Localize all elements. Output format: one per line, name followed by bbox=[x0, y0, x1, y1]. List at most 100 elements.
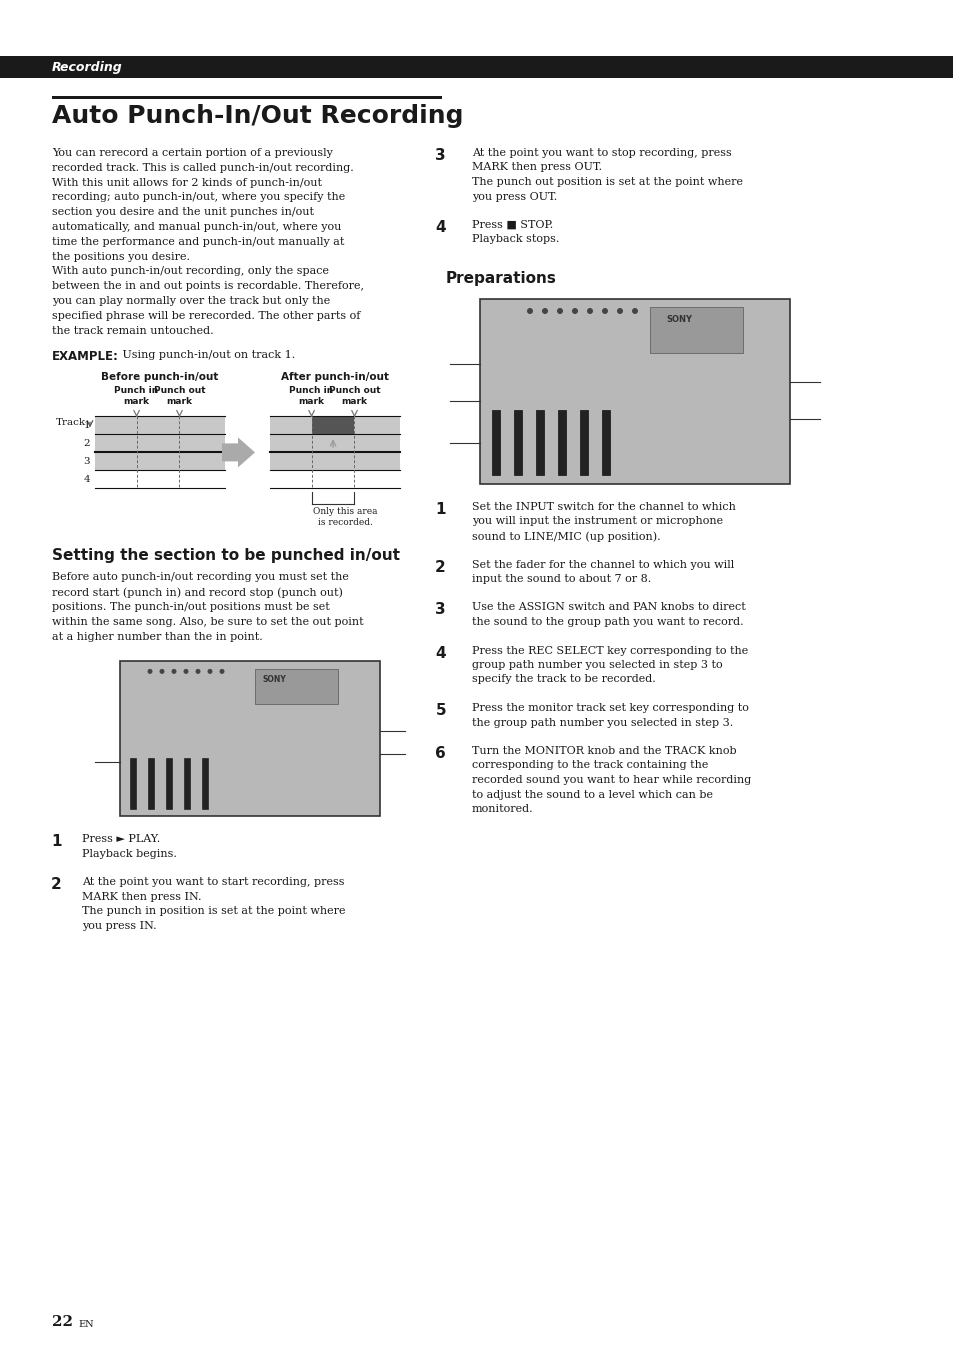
Text: recording; auto punch-in/out, where you specify the: recording; auto punch-in/out, where you … bbox=[52, 192, 345, 203]
Bar bbox=[270, 416, 312, 435]
Text: Turn the MONITOR knob and the TRACK knob: Turn the MONITOR knob and the TRACK knob bbox=[472, 746, 736, 757]
Text: With auto punch-in/out recording, only the space: With auto punch-in/out recording, only t… bbox=[52, 266, 329, 277]
Circle shape bbox=[572, 308, 578, 313]
Bar bbox=[120, 662, 379, 816]
Bar bbox=[479, 299, 789, 484]
Text: Setting the section to be punched in/out: Setting the section to be punched in/out bbox=[52, 549, 399, 563]
Polygon shape bbox=[222, 438, 254, 467]
Circle shape bbox=[159, 669, 164, 674]
Text: Auto Punch-In/Out Recording: Auto Punch-In/Out Recording bbox=[52, 104, 463, 128]
Bar bbox=[202, 758, 208, 809]
Text: Use the ASSIGN switch and PAN knobs to direct: Use the ASSIGN switch and PAN knobs to d… bbox=[472, 603, 745, 612]
Text: time the performance and punch-in/out manually at: time the performance and punch-in/out ma… bbox=[52, 236, 344, 247]
Text: 1: 1 bbox=[51, 835, 62, 850]
Text: at a higher number than the in point.: at a higher number than the in point. bbox=[52, 632, 262, 642]
Text: The punch out position is set at the point where: The punch out position is set at the poi… bbox=[472, 177, 742, 186]
Text: Press the REC SELECT key corresponding to the: Press the REC SELECT key corresponding t… bbox=[472, 646, 747, 655]
Bar bbox=[579, 409, 587, 474]
Text: MARK then press IN.: MARK then press IN. bbox=[82, 892, 201, 902]
Text: 4: 4 bbox=[435, 646, 446, 661]
Circle shape bbox=[219, 669, 224, 674]
Text: specify the track to be recorded.: specify the track to be recorded. bbox=[472, 674, 655, 685]
Text: to adjust the sound to a level which can be: to adjust the sound to a level which can… bbox=[472, 789, 712, 800]
Circle shape bbox=[631, 308, 638, 313]
Text: MARK then press OUT.: MARK then press OUT. bbox=[472, 162, 601, 173]
Text: the positions you desire.: the positions you desire. bbox=[52, 251, 190, 262]
Text: Track: Track bbox=[56, 419, 86, 427]
Circle shape bbox=[195, 669, 200, 674]
Circle shape bbox=[541, 308, 547, 313]
Text: The punch in position is set at the point where: The punch in position is set at the poin… bbox=[82, 907, 345, 916]
Text: You can rerecord a certain portion of a previously: You can rerecord a certain portion of a … bbox=[52, 149, 333, 158]
Circle shape bbox=[617, 308, 622, 313]
Bar bbox=[492, 409, 499, 474]
Text: 22: 22 bbox=[52, 1315, 73, 1329]
Text: Playback stops.: Playback stops. bbox=[472, 235, 558, 245]
Bar bbox=[255, 669, 338, 704]
Bar bbox=[270, 470, 399, 489]
Text: 4: 4 bbox=[435, 220, 446, 235]
Bar bbox=[95, 435, 225, 453]
Text: With this unit allows for 2 kinds of punch-in/out: With this unit allows for 2 kinds of pun… bbox=[52, 177, 322, 188]
Text: record start (punch in) and record stop (punch out): record start (punch in) and record stop … bbox=[52, 588, 342, 597]
Text: you will input the instrument or microphone: you will input the instrument or microph… bbox=[472, 516, 722, 527]
Text: recorded track. This is called punch-in/out recording.: recorded track. This is called punch-in/… bbox=[52, 163, 354, 173]
Text: Playback begins.: Playback begins. bbox=[82, 848, 176, 859]
Bar bbox=[130, 758, 136, 809]
Circle shape bbox=[172, 669, 176, 674]
Text: 3: 3 bbox=[83, 457, 90, 466]
Text: 1: 1 bbox=[83, 422, 90, 430]
Bar bbox=[184, 758, 190, 809]
Bar bbox=[514, 409, 521, 474]
Bar bbox=[312, 416, 355, 435]
Bar bbox=[166, 758, 172, 809]
Bar bbox=[52, 96, 441, 99]
Text: corresponding to the track containing the: corresponding to the track containing th… bbox=[472, 761, 708, 770]
Text: the track remain untouched.: the track remain untouched. bbox=[52, 326, 213, 335]
Text: you press OUT.: you press OUT. bbox=[472, 192, 557, 201]
Text: Press ■ STOP.: Press ■ STOP. bbox=[472, 220, 553, 230]
Bar bbox=[148, 758, 153, 809]
Text: automatically, and manual punch-in/out, where you: automatically, and manual punch-in/out, … bbox=[52, 222, 341, 232]
Text: Before auto punch-in/out recording you must set the: Before auto punch-in/out recording you m… bbox=[52, 573, 349, 582]
Bar bbox=[270, 453, 399, 470]
Text: 2: 2 bbox=[83, 439, 90, 449]
Circle shape bbox=[526, 308, 533, 313]
Text: Recording: Recording bbox=[52, 61, 123, 73]
Text: Punch out
mark: Punch out mark bbox=[329, 386, 380, 405]
Text: 2: 2 bbox=[51, 877, 62, 893]
Bar bbox=[95, 470, 225, 489]
Text: At the point you want to stop recording, press: At the point you want to stop recording,… bbox=[472, 149, 731, 158]
Text: 4: 4 bbox=[83, 476, 90, 484]
Text: Preparations: Preparations bbox=[446, 272, 557, 286]
Text: At the point you want to start recording, press: At the point you want to start recording… bbox=[82, 877, 344, 888]
Text: you press IN.: you press IN. bbox=[82, 921, 156, 931]
Text: recorded sound you want to hear while recording: recorded sound you want to hear while re… bbox=[472, 775, 750, 785]
Text: 3: 3 bbox=[435, 149, 446, 163]
Bar bbox=[270, 435, 399, 453]
Circle shape bbox=[586, 308, 593, 313]
Bar bbox=[650, 307, 742, 353]
Text: Punch in
mark: Punch in mark bbox=[114, 386, 158, 405]
Circle shape bbox=[557, 308, 562, 313]
Text: EN: EN bbox=[78, 1320, 93, 1329]
Text: monitored.: monitored. bbox=[472, 804, 533, 815]
Text: Press the monitor track set key corresponding to: Press the monitor track set key correspo… bbox=[472, 703, 748, 713]
Text: Punch in
mark: Punch in mark bbox=[289, 386, 334, 405]
Text: positions. The punch-in/out positions must be set: positions. The punch-in/out positions mu… bbox=[52, 603, 330, 612]
Text: Set the fader for the channel to which you will: Set the fader for the channel to which y… bbox=[472, 559, 734, 570]
Text: 6: 6 bbox=[435, 746, 446, 761]
Text: Using punch-in/out on track 1.: Using punch-in/out on track 1. bbox=[119, 350, 294, 361]
Text: Only this area
is recorded.: Only this area is recorded. bbox=[313, 508, 376, 527]
Circle shape bbox=[208, 669, 213, 674]
Bar bbox=[558, 409, 565, 474]
Bar bbox=[355, 416, 399, 435]
Bar bbox=[95, 453, 225, 470]
Text: between the in and out points is recordable. Therefore,: between the in and out points is recorda… bbox=[52, 281, 364, 292]
Text: After punch-in/out: After punch-in/out bbox=[281, 373, 389, 382]
Text: specified phrase will be rerecorded. The other parts of: specified phrase will be rerecorded. The… bbox=[52, 311, 360, 320]
Text: Before punch-in/out: Before punch-in/out bbox=[101, 373, 218, 382]
Text: Set the INPUT switch for the channel to which: Set the INPUT switch for the channel to … bbox=[472, 503, 735, 512]
Text: EXAMPLE:: EXAMPLE: bbox=[52, 350, 119, 363]
Text: Press ► PLAY.: Press ► PLAY. bbox=[82, 835, 160, 844]
